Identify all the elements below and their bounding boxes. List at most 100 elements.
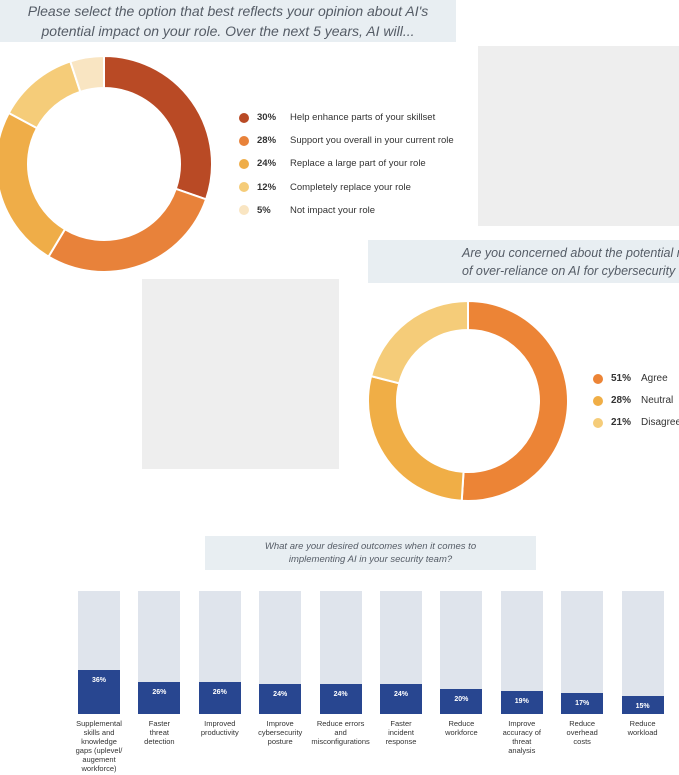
- donut-2-legend-swatch: [593, 395, 603, 406]
- bar-category-label-line: incident: [388, 728, 414, 737]
- donut-2-legend-item: 51% Agree: [593, 373, 668, 384]
- question-1-line-1: Please select the option that best refle…: [27, 3, 429, 19]
- donut-1-legend-label: Help enhance parts of your skillset: [290, 112, 436, 123]
- donut-1-legend-label: Completely replace your role: [290, 181, 411, 193]
- bar-category-label: Reduce workload: [608, 719, 678, 737]
- donut-1-legend-swatch: [239, 135, 249, 146]
- donut-1-legend-value: 24%: [257, 158, 277, 170]
- bar-category-label-line: augement: [82, 755, 116, 764]
- bar-category-label: Reduce errors and misconfigurations: [306, 719, 376, 746]
- bar: 36%: [78, 669, 120, 714]
- bar: 19%: [500, 690, 543, 714]
- bar-category-label-line: Faster: [390, 719, 412, 728]
- donut-1-legend-label: Support you overall in your current role: [290, 135, 454, 147]
- bar-category-label-line: Reduce: [448, 719, 475, 728]
- donut-1-legend-swatch: [239, 158, 249, 169]
- donut-1-legend-value: 30%: [257, 112, 277, 123]
- bar: 15%: [621, 695, 664, 714]
- bar: 20%: [440, 689, 483, 714]
- bar-category-label-line: Reduce errors: [316, 719, 365, 728]
- question-3-header: What are your desired outcomes when it c…: [205, 536, 536, 570]
- bar-category-label: Improved productivity: [185, 719, 255, 737]
- bar: 24%: [259, 684, 302, 714]
- bar-track: [621, 591, 664, 714]
- question-3-line-1: What are your desired outcomes when it c…: [264, 541, 477, 552]
- donut-1-legend-item: 5% Not impact your role: [239, 205, 375, 216]
- bar-category-label: Improve cybersecurity posture: [245, 719, 315, 746]
- bar-category-label-line: Improve: [508, 719, 536, 728]
- question-3-line-2: implementing AI in your security team?: [288, 554, 453, 565]
- donut-1-legend-swatch: [239, 205, 249, 216]
- bar-category-label-line: overhead: [566, 728, 598, 737]
- bar-category-label-line: analysis: [508, 746, 536, 755]
- bar-category-label-line: misconfigurations: [311, 737, 370, 746]
- donut-2-legend-value: 21%: [611, 417, 632, 428]
- bar-category-label-line: Reduce: [629, 719, 656, 728]
- image-placeholder-1: [478, 46, 679, 226]
- image-placeholder-2: [142, 279, 339, 469]
- donut-1-slice-2: [0, 111, 67, 259]
- question-2-header: Are you concerned about the potential r …: [368, 240, 679, 283]
- donut-1-slice-3: [7, 60, 82, 130]
- bar-category-label-line: Improve: [266, 719, 294, 728]
- donut-1-legend-value: 28%: [257, 135, 277, 147]
- donut-1-legend-value: 5%: [257, 204, 271, 216]
- bar-category-label-line: posture: [267, 737, 293, 746]
- bar-category-label-line: productivity: [200, 728, 239, 737]
- donut-1-legend-item: 30% Help enhance parts of your skillset: [239, 112, 435, 123]
- bar-category-label-line: threat: [149, 728, 169, 737]
- bar: 24%: [380, 684, 422, 714]
- bar-category-label-line: costs: [573, 737, 591, 746]
- bar: 24%: [319, 684, 362, 714]
- donut-1-slice-0: [103, 54, 213, 201]
- donut-1-slice-4: [69, 54, 105, 94]
- bar-category-label-line: and: [334, 728, 347, 737]
- donut-1-legend-item: 12% Completely replace your role: [239, 182, 411, 193]
- donut-2-slice-1: [367, 374, 465, 502]
- question-2-line-2: of over-reliance on AI for cybersecurity: [462, 264, 676, 278]
- donut-1-legend-swatch: [239, 112, 249, 123]
- donut-2-slice-2: [369, 299, 469, 385]
- bar-category-label: Reduce workforce: [426, 719, 496, 737]
- bar-category-label: Improve accuracy of threat analysis: [487, 719, 557, 755]
- bar-category-label-line: Reduce: [569, 719, 596, 728]
- bar-category-label-line: knowledge: [81, 737, 117, 746]
- donut-2-legend-item: 28% Neutral: [593, 395, 673, 406]
- donut-2-legend-value: 51%: [611, 373, 632, 384]
- bar-category-label-line: Faster: [148, 719, 171, 728]
- bar-category-label-line: Supplemental: [76, 719, 122, 728]
- donut-1-legend-item: 28% Support you overall in your current r…: [239, 135, 454, 146]
- bar-category-label-line: detection: [144, 737, 175, 746]
- donut-2-legend-item: 21% Disagree: [593, 417, 679, 428]
- bar-category-label-line: threat: [512, 737, 532, 746]
- bar-category-label: Reduce overhead costs: [547, 719, 617, 746]
- bar-category-label-line: accuracy of: [502, 728, 541, 737]
- donut-2-legend-label: Neutral: [641, 395, 674, 406]
- donut-1-legend-value: 12%: [257, 181, 277, 193]
- donut-1-legend-swatch: [239, 182, 249, 193]
- question-1-header: Please select the option that best refle…: [0, 0, 456, 42]
- bar-category-label-line: response: [385, 737, 417, 746]
- bar-category-label: Faster threat detection: [124, 719, 194, 746]
- bar: 26%: [198, 682, 241, 714]
- donut-2-legend-value: 28%: [611, 395, 632, 406]
- bar-category-label-line: workforce): [81, 764, 117, 773]
- bar-category-label: Faster incident response: [366, 719, 436, 746]
- bar-category-label-line: skills and: [83, 728, 115, 737]
- bar-category-label-line: Improved: [204, 719, 236, 728]
- donut-1-legend-item: 24% Replace a large part of your role: [239, 158, 426, 169]
- donut-2-slice-0: [460, 299, 569, 502]
- bar-category-label: Supplemental skills and knowledge gaps (upl…: [64, 719, 134, 773]
- donut-1-legend-label: Not impact your role: [290, 204, 376, 216]
- question-2-line-1: Are you concerned about the potential r: [462, 246, 679, 260]
- donut-2-legend-swatch: [593, 417, 603, 428]
- donut-2-legend-label: Disagree: [641, 417, 679, 428]
- bar-category-label-line: cybersecurity: [258, 728, 303, 737]
- bar: 26%: [138, 682, 181, 714]
- donut-2-legend-swatch: [593, 373, 603, 384]
- donut-1-slice-1: [47, 187, 208, 273]
- donut-1-legend-label: Replace a large part of your role: [290, 158, 426, 170]
- bar-category-label-line: workforce: [445, 728, 478, 737]
- donut-2-legend-label: Agree: [641, 373, 668, 384]
- bar: 17%: [561, 693, 604, 714]
